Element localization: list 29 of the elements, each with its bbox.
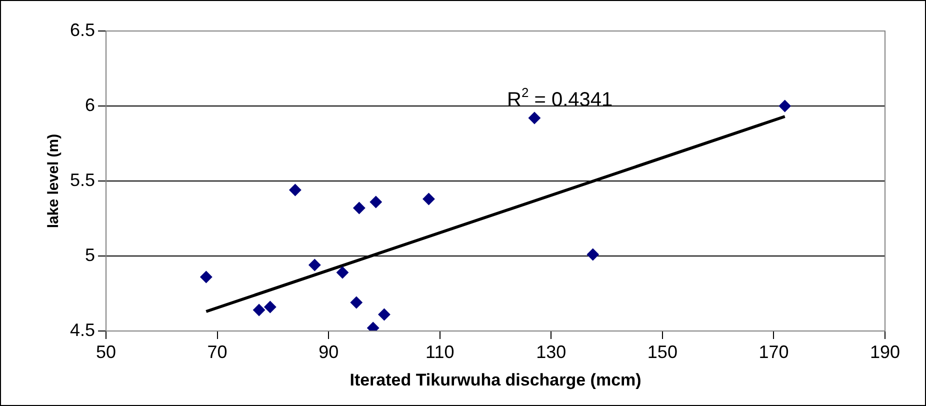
point <box>378 308 390 320</box>
y-tick-label: 4.5 <box>70 320 96 340</box>
point <box>370 196 382 208</box>
y-axis-title: lake level (m) <box>45 134 62 228</box>
x-tick-label: 110 <box>426 342 454 362</box>
x-tick-label: 190 <box>870 342 900 362</box>
x-tick-label: 170 <box>758 342 789 362</box>
y-tick-label: 5 <box>85 244 96 265</box>
point <box>586 248 599 260</box>
x-tick-label: 50 <box>96 342 116 362</box>
point <box>289 184 302 196</box>
point <box>336 266 348 278</box>
x-axis-title: Iterated Tikurwuha discharge (mcm) <box>350 370 642 390</box>
y-tick-label: 6 <box>85 94 96 115</box>
point <box>264 301 276 313</box>
x-tick-label: 150 <box>647 342 678 362</box>
x-tick-label: 130 <box>536 342 566 362</box>
point <box>353 202 366 214</box>
y-tick-label: 5.5 <box>70 170 96 190</box>
point <box>350 296 362 308</box>
point <box>200 271 212 283</box>
point <box>253 304 266 316</box>
y-tick-label: 6.5 <box>70 20 96 40</box>
point <box>778 100 791 112</box>
x-tick-label: 90 <box>318 342 339 362</box>
x-tick-label: 70 <box>207 342 228 362</box>
point <box>422 193 435 205</box>
point <box>308 259 321 271</box>
point <box>528 112 540 124</box>
